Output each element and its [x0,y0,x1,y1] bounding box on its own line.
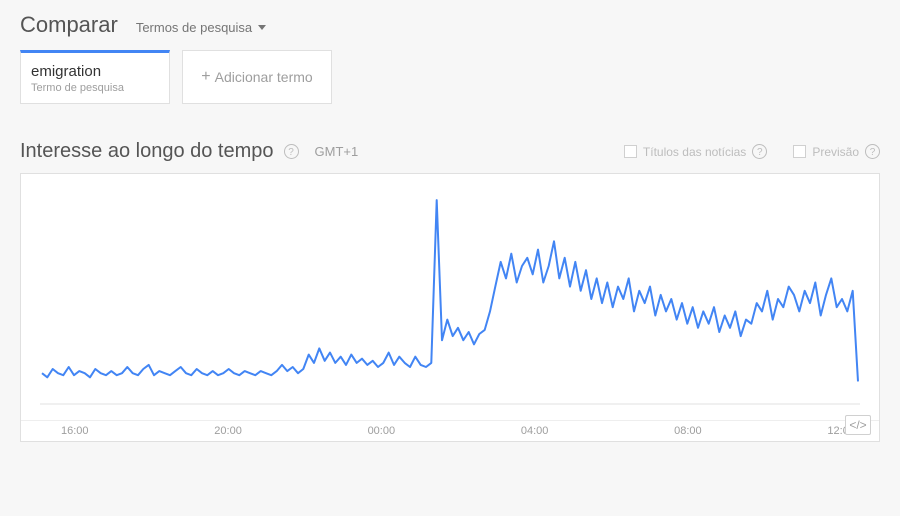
checkbox-icon [793,145,806,158]
plus-icon: + [201,68,210,86]
news-headlines-toggle[interactable]: Títulos das notícias ? [624,144,767,159]
timezone-label: GMT+1 [315,144,359,159]
dropdown-label: Termos de pesquisa [136,20,252,35]
chart-card: 16:0020:0000:0004:0008:0012:00 </> [20,173,880,442]
caret-down-icon [258,25,266,30]
x-tick-label: 00:00 [368,425,396,437]
compare-title: Comparar [20,12,118,38]
trend-line-chart [33,186,867,416]
toggle-forecast-label: Previsão [812,145,859,159]
x-tick-label: 04:00 [521,425,549,437]
forecast-toggle[interactable]: Previsão ? [793,144,880,159]
x-axis-labels: 16:0020:0000:0004:0008:0012:00 [21,420,879,441]
embed-button[interactable]: </> [845,415,871,435]
add-term-chip[interactable]: + Adicionar termo [182,50,332,104]
search-type-dropdown[interactable]: Termos de pesquisa [136,20,266,35]
x-tick-label: 08:00 [674,425,702,437]
term-label: emigration [31,63,159,80]
help-icon[interactable]: ? [752,144,767,159]
toggle-news-label: Títulos das notícias [643,145,746,159]
help-icon[interactable]: ? [865,144,880,159]
x-tick-label: 20:00 [214,425,242,437]
checkbox-icon [624,145,637,158]
term-chip[interactable]: emigration Termo de pesquisa [20,50,170,104]
x-tick-label: 16:00 [61,425,89,437]
add-term-label: Adicionar termo [215,69,313,85]
term-sub: Termo de pesquisa [31,82,159,94]
section-title: Interesse ao longo do tempo [20,140,274,163]
help-icon[interactable]: ? [284,144,299,159]
